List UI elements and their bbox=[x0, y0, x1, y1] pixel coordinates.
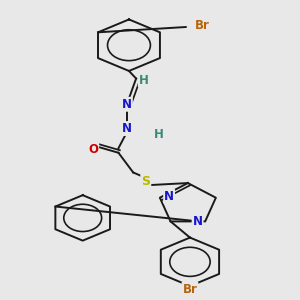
Text: N: N bbox=[122, 122, 132, 135]
Text: Br: Br bbox=[195, 19, 210, 32]
Text: H: H bbox=[139, 74, 148, 86]
Text: O: O bbox=[88, 143, 98, 156]
Text: Br: Br bbox=[182, 283, 197, 296]
Text: N: N bbox=[193, 215, 202, 228]
Text: N: N bbox=[122, 98, 132, 111]
Text: H: H bbox=[154, 128, 164, 141]
Text: S: S bbox=[141, 175, 150, 188]
Text: N: N bbox=[164, 190, 174, 203]
